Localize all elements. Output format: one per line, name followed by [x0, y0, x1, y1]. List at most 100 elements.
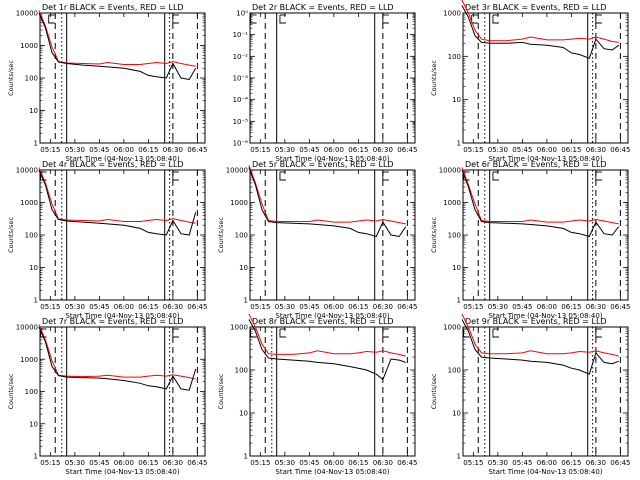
- chart-panel: Det 2r BLACK = Events, RED = LLD 10⁰ 10⁻¹ 1…: [233, 3, 418, 163]
- y-tick-label: 1: [34, 297, 38, 305]
- x-tick-label: 06:00: [114, 459, 134, 467]
- y-tick-label: 1: [457, 297, 461, 305]
- bracket-marker: [48, 15, 55, 24]
- y-tick-label: 1000: [230, 324, 248, 332]
- chart-panel: Det 6r BLACK = Events, RED = LLD 1 10 100 10…: [430, 160, 630, 320]
- y-tick-label: 1000: [443, 10, 461, 18]
- bracket-marker: [492, 172, 499, 181]
- x-tick-label: 06:30: [373, 459, 393, 467]
- y-tick-label: 10000: [16, 324, 38, 332]
- y-tick-label: 1: [457, 140, 461, 148]
- x-tick-label: 05:30: [275, 303, 295, 311]
- lld-series-line: [38, 167, 196, 224]
- x-tick-label: 06:00: [324, 146, 344, 154]
- y-tick-label: 1: [457, 453, 461, 461]
- plot-frame: [462, 326, 629, 457]
- x-tick-label: 05:30: [488, 459, 508, 467]
- x-tick-label: 05:15: [250, 146, 270, 154]
- bracket-marker: [492, 15, 499, 24]
- x-tick-label: 06:30: [163, 459, 183, 467]
- x-tick-label: 05:15: [463, 459, 483, 467]
- plot-frame: [462, 12, 629, 144]
- chart-panel: Det 3r BLACK = Events, RED = LLD 1 10 100 10…: [430, 0, 630, 163]
- lld-series-line: [38, 10, 196, 67]
- x-tick-label: 06:15: [561, 303, 581, 311]
- x-tick-label: 05:30: [65, 459, 85, 467]
- y-axis-label: Counts/sec: [430, 60, 438, 96]
- bracket-marker: [382, 172, 389, 181]
- x-tick-label: 05:15: [463, 146, 483, 154]
- x-tick-label: 05:30: [488, 303, 508, 311]
- x-axis-label: Start Time (04-Nov-13 05:08:40): [488, 155, 602, 163]
- x-tick-label: 05:45: [512, 459, 532, 467]
- x-tick-label: 06:30: [373, 303, 393, 311]
- plot-frame: [39, 12, 206, 144]
- x-tick-label: 06:45: [610, 303, 630, 311]
- x-tick-label: 06:15: [348, 459, 368, 467]
- y-axis-label: Counts/sec: [430, 373, 438, 409]
- y-tick-label: 100: [25, 388, 38, 396]
- x-tick-label: 06:15: [138, 459, 158, 467]
- x-tick-label: 05:45: [89, 459, 109, 467]
- chart-title: Det 8r BLACK = Events, RED = LLD: [252, 317, 394, 326]
- chart-panel: Det 1r BLACK = Events, RED = LLD 1 10 100 10…: [7, 3, 207, 163]
- lld-series-line: [38, 324, 196, 380]
- x-tick-label: 06:15: [561, 146, 581, 154]
- x-tick-label: 06:00: [324, 459, 344, 467]
- plot-frame: [249, 326, 416, 457]
- events-series-line: [248, 167, 407, 238]
- lld-series-line: [461, 167, 619, 225]
- chart-panel: Det 7r BLACK = Events, RED = LLD 1 10 100 10…: [7, 317, 207, 476]
- x-tick-label: 06:00: [324, 303, 344, 311]
- events-series-line: [38, 326, 197, 391]
- y-tick-label: 10000: [16, 10, 38, 18]
- events-series-line: [38, 12, 197, 81]
- x-tick-label: 06:30: [163, 146, 183, 154]
- plot-frame: [39, 326, 206, 457]
- bracket-marker: [382, 15, 389, 24]
- chart-title: Det 3r BLACK = Events, RED = LLD: [465, 3, 607, 12]
- x-axis-label: Start Time (04-Nov-13 05:08:40): [65, 468, 179, 476]
- bracket-marker: [279, 329, 286, 338]
- x-tick-label: 06:30: [586, 459, 606, 467]
- x-axis-label: Start Time (04-Nov-13 05:08:40): [275, 468, 389, 476]
- x-axis-label: Start Time (04-Nov-13 05:08:40): [275, 155, 389, 163]
- x-tick-label: 06:30: [586, 146, 606, 154]
- y-tick-label: 10⁻²: [233, 53, 249, 61]
- lld-series-line: [248, 165, 406, 225]
- bracket-marker: [279, 172, 286, 181]
- x-tick-label: 05:15: [40, 146, 60, 154]
- plot-frame: [249, 169, 416, 301]
- bracket-marker: [382, 329, 389, 338]
- events-series-line: [38, 169, 197, 236]
- y-axis-label: Counts/sec: [430, 217, 438, 253]
- x-axis-label: Start Time (04-Nov-13 05:08:40): [65, 312, 179, 320]
- y-tick-label: 10: [239, 264, 248, 272]
- chart-title: Det 6r BLACK = Events, RED = LLD: [465, 160, 607, 169]
- y-axis-label: Counts/sec: [217, 373, 225, 409]
- y-axis-label: Counts/sec: [7, 60, 15, 96]
- y-tick-label: 10: [452, 96, 461, 104]
- bracket-marker: [172, 329, 179, 338]
- x-tick-label: 06:00: [537, 146, 557, 154]
- x-tick-label: 06:45: [187, 146, 207, 154]
- x-tick-label: 06:30: [586, 303, 606, 311]
- x-tick-label: 06:00: [537, 303, 557, 311]
- plot-frame: [249, 12, 416, 144]
- x-tick-label: 05:15: [250, 303, 270, 311]
- y-tick-label: 100: [235, 232, 248, 240]
- x-tick-label: 05:15: [463, 303, 483, 311]
- x-tick-label: 06:15: [138, 146, 158, 154]
- x-tick-label: 06:00: [537, 459, 557, 467]
- x-tick-label: 06:30: [163, 303, 183, 311]
- y-tick-label: 1: [244, 297, 248, 305]
- chart-title: Det 9r BLACK = Events, RED = LLD: [465, 317, 607, 326]
- lld-series-line: [461, 0, 619, 43]
- x-tick-label: 06:00: [114, 303, 134, 311]
- y-tick-label: 10: [239, 410, 248, 418]
- y-tick-label: 100: [235, 367, 248, 375]
- y-tick-label: 10000: [439, 167, 461, 175]
- x-tick-label: 06:45: [187, 459, 207, 467]
- lld-series-line: [461, 313, 619, 357]
- x-axis-label: Start Time (04-Nov-13 05:08:40): [275, 312, 389, 320]
